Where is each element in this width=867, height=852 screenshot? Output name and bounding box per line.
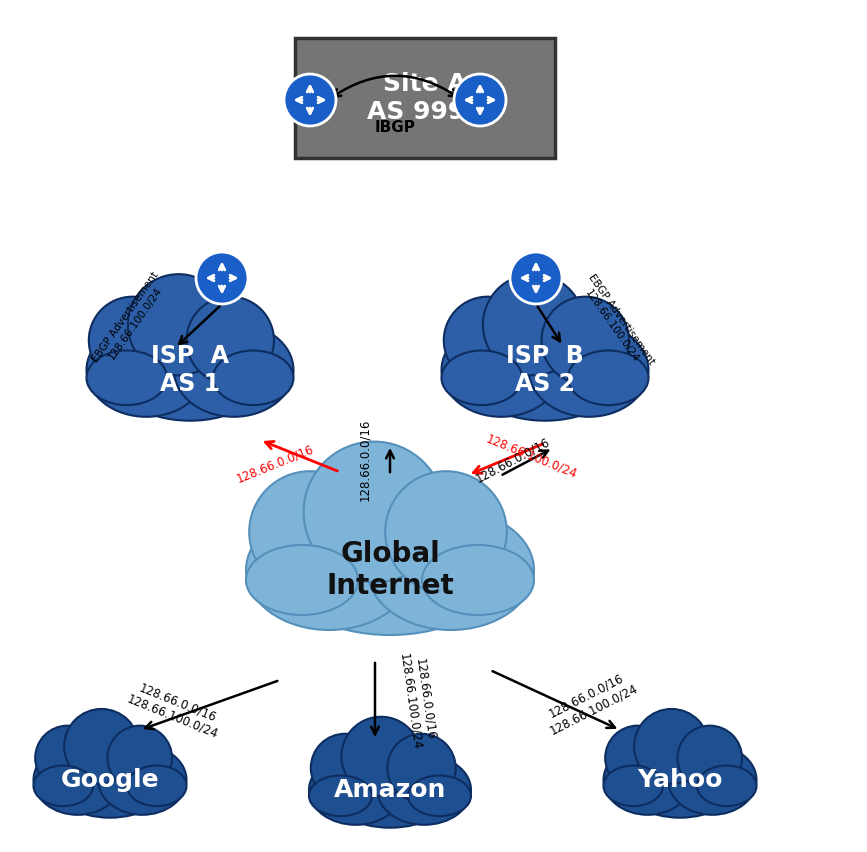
Ellipse shape xyxy=(34,746,122,815)
Ellipse shape xyxy=(128,274,229,376)
Ellipse shape xyxy=(186,296,274,384)
Ellipse shape xyxy=(109,320,271,421)
Ellipse shape xyxy=(36,726,100,791)
Ellipse shape xyxy=(34,765,93,806)
Ellipse shape xyxy=(309,775,372,816)
Ellipse shape xyxy=(64,709,139,784)
Text: Site A
AS 9999: Site A AS 9999 xyxy=(368,72,483,124)
Text: 128.66.0.0/16: 128.66.0.0/16 xyxy=(473,435,552,485)
Ellipse shape xyxy=(213,350,294,405)
Ellipse shape xyxy=(246,545,358,615)
Text: 128.66.0.0/16
128.66.100.0/24: 128.66.0.0/16 128.66.100.0/24 xyxy=(125,679,225,741)
Ellipse shape xyxy=(127,765,186,806)
Ellipse shape xyxy=(465,320,625,421)
FancyBboxPatch shape xyxy=(295,38,555,158)
Ellipse shape xyxy=(88,296,176,384)
Ellipse shape xyxy=(441,350,522,405)
Circle shape xyxy=(284,74,336,126)
Ellipse shape xyxy=(377,755,471,825)
Ellipse shape xyxy=(621,742,740,818)
Text: 128.66.0.0/16
128.66.100.0/24: 128.66.0.0/16 128.66.100.0/24 xyxy=(397,650,439,750)
Text: 128.66.0.0/16: 128.66.0.0/16 xyxy=(358,419,371,501)
Ellipse shape xyxy=(605,726,670,791)
Ellipse shape xyxy=(603,746,692,815)
Circle shape xyxy=(510,252,562,304)
Ellipse shape xyxy=(441,323,561,417)
Ellipse shape xyxy=(408,775,471,816)
Circle shape xyxy=(454,74,506,126)
Text: ISP  B
AS 2: ISP B AS 2 xyxy=(506,344,583,396)
Text: Google: Google xyxy=(61,768,160,792)
Ellipse shape xyxy=(303,441,445,583)
Ellipse shape xyxy=(388,734,456,803)
Ellipse shape xyxy=(327,752,453,827)
Ellipse shape xyxy=(310,734,379,803)
Ellipse shape xyxy=(98,746,186,815)
Text: Global
Internet: Global Internet xyxy=(326,540,454,600)
Ellipse shape xyxy=(87,323,206,417)
Ellipse shape xyxy=(87,350,167,405)
Text: 128.66.0.0/16: 128.66.0.0/16 xyxy=(234,442,316,486)
Ellipse shape xyxy=(108,726,172,791)
Text: Amazon: Amazon xyxy=(334,778,447,802)
Text: ISP  A
AS 1: ISP A AS 1 xyxy=(151,344,229,396)
Ellipse shape xyxy=(668,746,757,815)
Ellipse shape xyxy=(246,510,413,630)
Ellipse shape xyxy=(368,510,534,630)
Ellipse shape xyxy=(542,296,629,384)
Ellipse shape xyxy=(483,274,584,376)
Ellipse shape xyxy=(278,505,502,635)
Ellipse shape xyxy=(342,717,420,796)
Ellipse shape xyxy=(568,350,649,405)
Text: EBGP Advertisement
128.66.100.0/24: EBGP Advertisement 128.66.100.0/24 xyxy=(90,269,170,371)
Ellipse shape xyxy=(422,545,534,615)
Ellipse shape xyxy=(697,765,757,806)
Ellipse shape xyxy=(385,471,507,593)
Ellipse shape xyxy=(174,323,294,417)
Circle shape xyxy=(196,252,248,304)
Ellipse shape xyxy=(309,755,402,825)
Ellipse shape xyxy=(603,765,663,806)
Ellipse shape xyxy=(677,726,742,791)
Text: EBGP Advertisement
128.66.100.0/24: EBGP Advertisement 128.66.100.0/24 xyxy=(577,273,657,373)
Text: 128.66.0.0/16
128.66.100.0/24: 128.66.0.0/16 128.66.100.0/24 xyxy=(540,669,640,738)
Text: Yahoo: Yahoo xyxy=(637,768,723,792)
Ellipse shape xyxy=(249,471,371,593)
Ellipse shape xyxy=(529,323,649,417)
Text: IBGP: IBGP xyxy=(375,120,415,135)
Ellipse shape xyxy=(634,709,709,784)
Text: 128.66.100.0/24: 128.66.100.0/24 xyxy=(485,433,579,481)
Ellipse shape xyxy=(444,296,531,384)
Ellipse shape xyxy=(50,742,170,818)
